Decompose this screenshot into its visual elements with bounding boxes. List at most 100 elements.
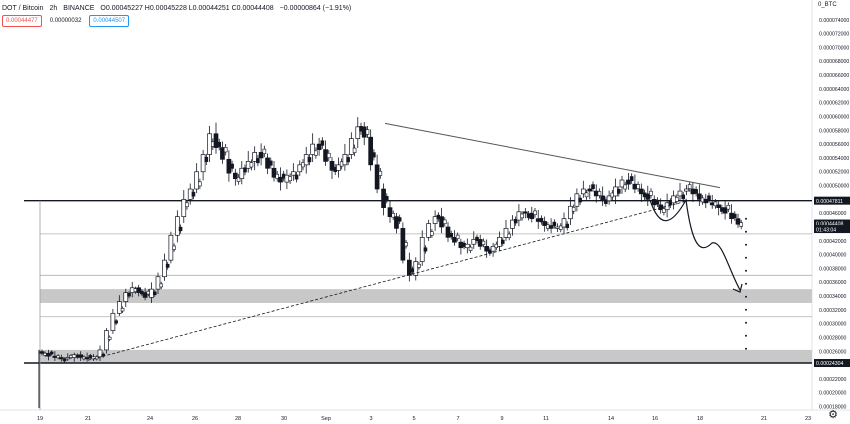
- price-label-tag[interactable]: [814, 225, 850, 234]
- candle-body: [165, 263, 170, 268]
- price-axis-unit: 0_BTC: [818, 2, 837, 8]
- candle-body: [129, 287, 135, 293]
- candle-body: [168, 234, 174, 261]
- candle-body: [475, 236, 479, 242]
- candle-body: [616, 189, 621, 194]
- candle-body: [236, 177, 241, 182]
- candle-body: [58, 357, 64, 360]
- candle-body: [413, 261, 419, 276]
- candle-body: [178, 226, 183, 232]
- candle-body: [52, 355, 58, 358]
- candle-body: [46, 353, 51, 357]
- candle-body: [417, 263, 421, 268]
- dotted-marker: [745, 347, 747, 350]
- buy-price-button[interactable]: 0.00044507: [89, 14, 130, 27]
- candle-body: [78, 354, 84, 358]
- candle-body: [658, 204, 664, 211]
- interval-label[interactable]: 2h: [49, 4, 58, 12]
- dotted-marker: [745, 269, 747, 272]
- price-tick-label: 0.00038000: [819, 266, 847, 272]
- candle-body: [123, 292, 129, 302]
- candle-body: [368, 136, 374, 166]
- time-tick-label: 9: [500, 416, 503, 422]
- candle-body: [662, 208, 666, 213]
- candle-body: [677, 190, 683, 197]
- price-tick-label: 0.000070000: [819, 45, 849, 51]
- candle-body: [591, 184, 595, 190]
- candle-body: [694, 189, 698, 194]
- price-label-tag[interactable]: [814, 196, 850, 205]
- candle-body: [336, 164, 341, 171]
- price-tick-label: 0.00034000: [819, 294, 847, 300]
- descending-trendline[interactable]: [384, 122, 721, 189]
- candle-body: [593, 190, 599, 197]
- candle-body: [39, 351, 45, 354]
- candle-body: [104, 330, 109, 351]
- candle-body: [645, 193, 651, 200]
- candle-body: [430, 231, 434, 236]
- price-tick-label: 0.000050000: [819, 184, 849, 190]
- price-tick-label: 0.00026000: [819, 349, 847, 355]
- time-tick-label: 14: [608, 416, 614, 422]
- symbol-name[interactable]: DOT / Bitcoin: [2, 4, 44, 12]
- candle-body: [284, 174, 290, 183]
- projection-arrowhead: [732, 283, 743, 293]
- time-tick-label: 7: [456, 416, 459, 422]
- support-zone[interactable]: [40, 349, 812, 364]
- candle-body: [716, 204, 722, 209]
- candle-body: [181, 199, 187, 217]
- spread-value: 0.00000032: [45, 14, 86, 27]
- gear-icon[interactable]: ⚙: [828, 409, 838, 421]
- candle-body: [56, 355, 60, 359]
- candle-body: [735, 218, 741, 225]
- candle-body: [732, 213, 737, 219]
- candle-body: [262, 148, 267, 154]
- sell-price-button[interactable]: 0.00044477: [2, 14, 42, 27]
- dotted-marker: [745, 230, 747, 233]
- candle-body: [320, 140, 325, 146]
- price-label-tag[interactable]: [814, 219, 850, 228]
- candle-body: [120, 308, 125, 312]
- candle-body: [400, 228, 406, 261]
- price-label-text: 01:43:04: [816, 227, 836, 233]
- candle-body: [513, 219, 518, 224]
- candle-body: [329, 161, 335, 171]
- price-tick-label: 0.000054000: [819, 156, 849, 162]
- time-tick-label: 21: [761, 416, 767, 422]
- candle-body: [310, 143, 316, 155]
- candle-body: [71, 354, 77, 358]
- candle-body: [655, 199, 660, 205]
- time-tick-label: 26: [192, 416, 198, 422]
- candle-body: [584, 192, 589, 198]
- support-zone[interactable]: [40, 289, 812, 303]
- time-tick-label: 16: [652, 416, 658, 422]
- symbol-legend: DOT / Bitcoin 2h BINANCE O0.00045227 H0.…: [2, 2, 351, 14]
- candle-body: [303, 154, 309, 166]
- dashed-trendline[interactable]: [87, 200, 689, 361]
- candle-body: [226, 158, 232, 174]
- candle-body: [619, 179, 625, 188]
- candle-body: [533, 210, 537, 216]
- candle-body: [638, 188, 644, 195]
- candle-body: [561, 218, 567, 228]
- candle-body: [323, 149, 328, 162]
- candle-body: [307, 157, 312, 163]
- candle-body: [423, 247, 428, 252]
- change-value: −0.00000864 (−1.91%): [279, 4, 352, 12]
- candle-body: [464, 243, 470, 249]
- price-tick-label: 0.000066000: [819, 73, 849, 79]
- candle-body: [142, 292, 148, 298]
- time-tick-label: 11: [543, 416, 549, 422]
- candle-body: [651, 199, 657, 206]
- candle-body: [198, 181, 202, 187]
- price-tick-label: 0.000068000: [819, 59, 849, 65]
- price-tick-label: 0.00020000: [819, 391, 847, 397]
- candle-body: [97, 349, 103, 358]
- projection-path[interactable]: [649, 198, 741, 291]
- price-tick-label: 0.000056000: [819, 142, 849, 148]
- candle-body: [346, 157, 350, 163]
- price-label-tag[interactable]: [814, 359, 850, 368]
- candle-body: [316, 143, 322, 150]
